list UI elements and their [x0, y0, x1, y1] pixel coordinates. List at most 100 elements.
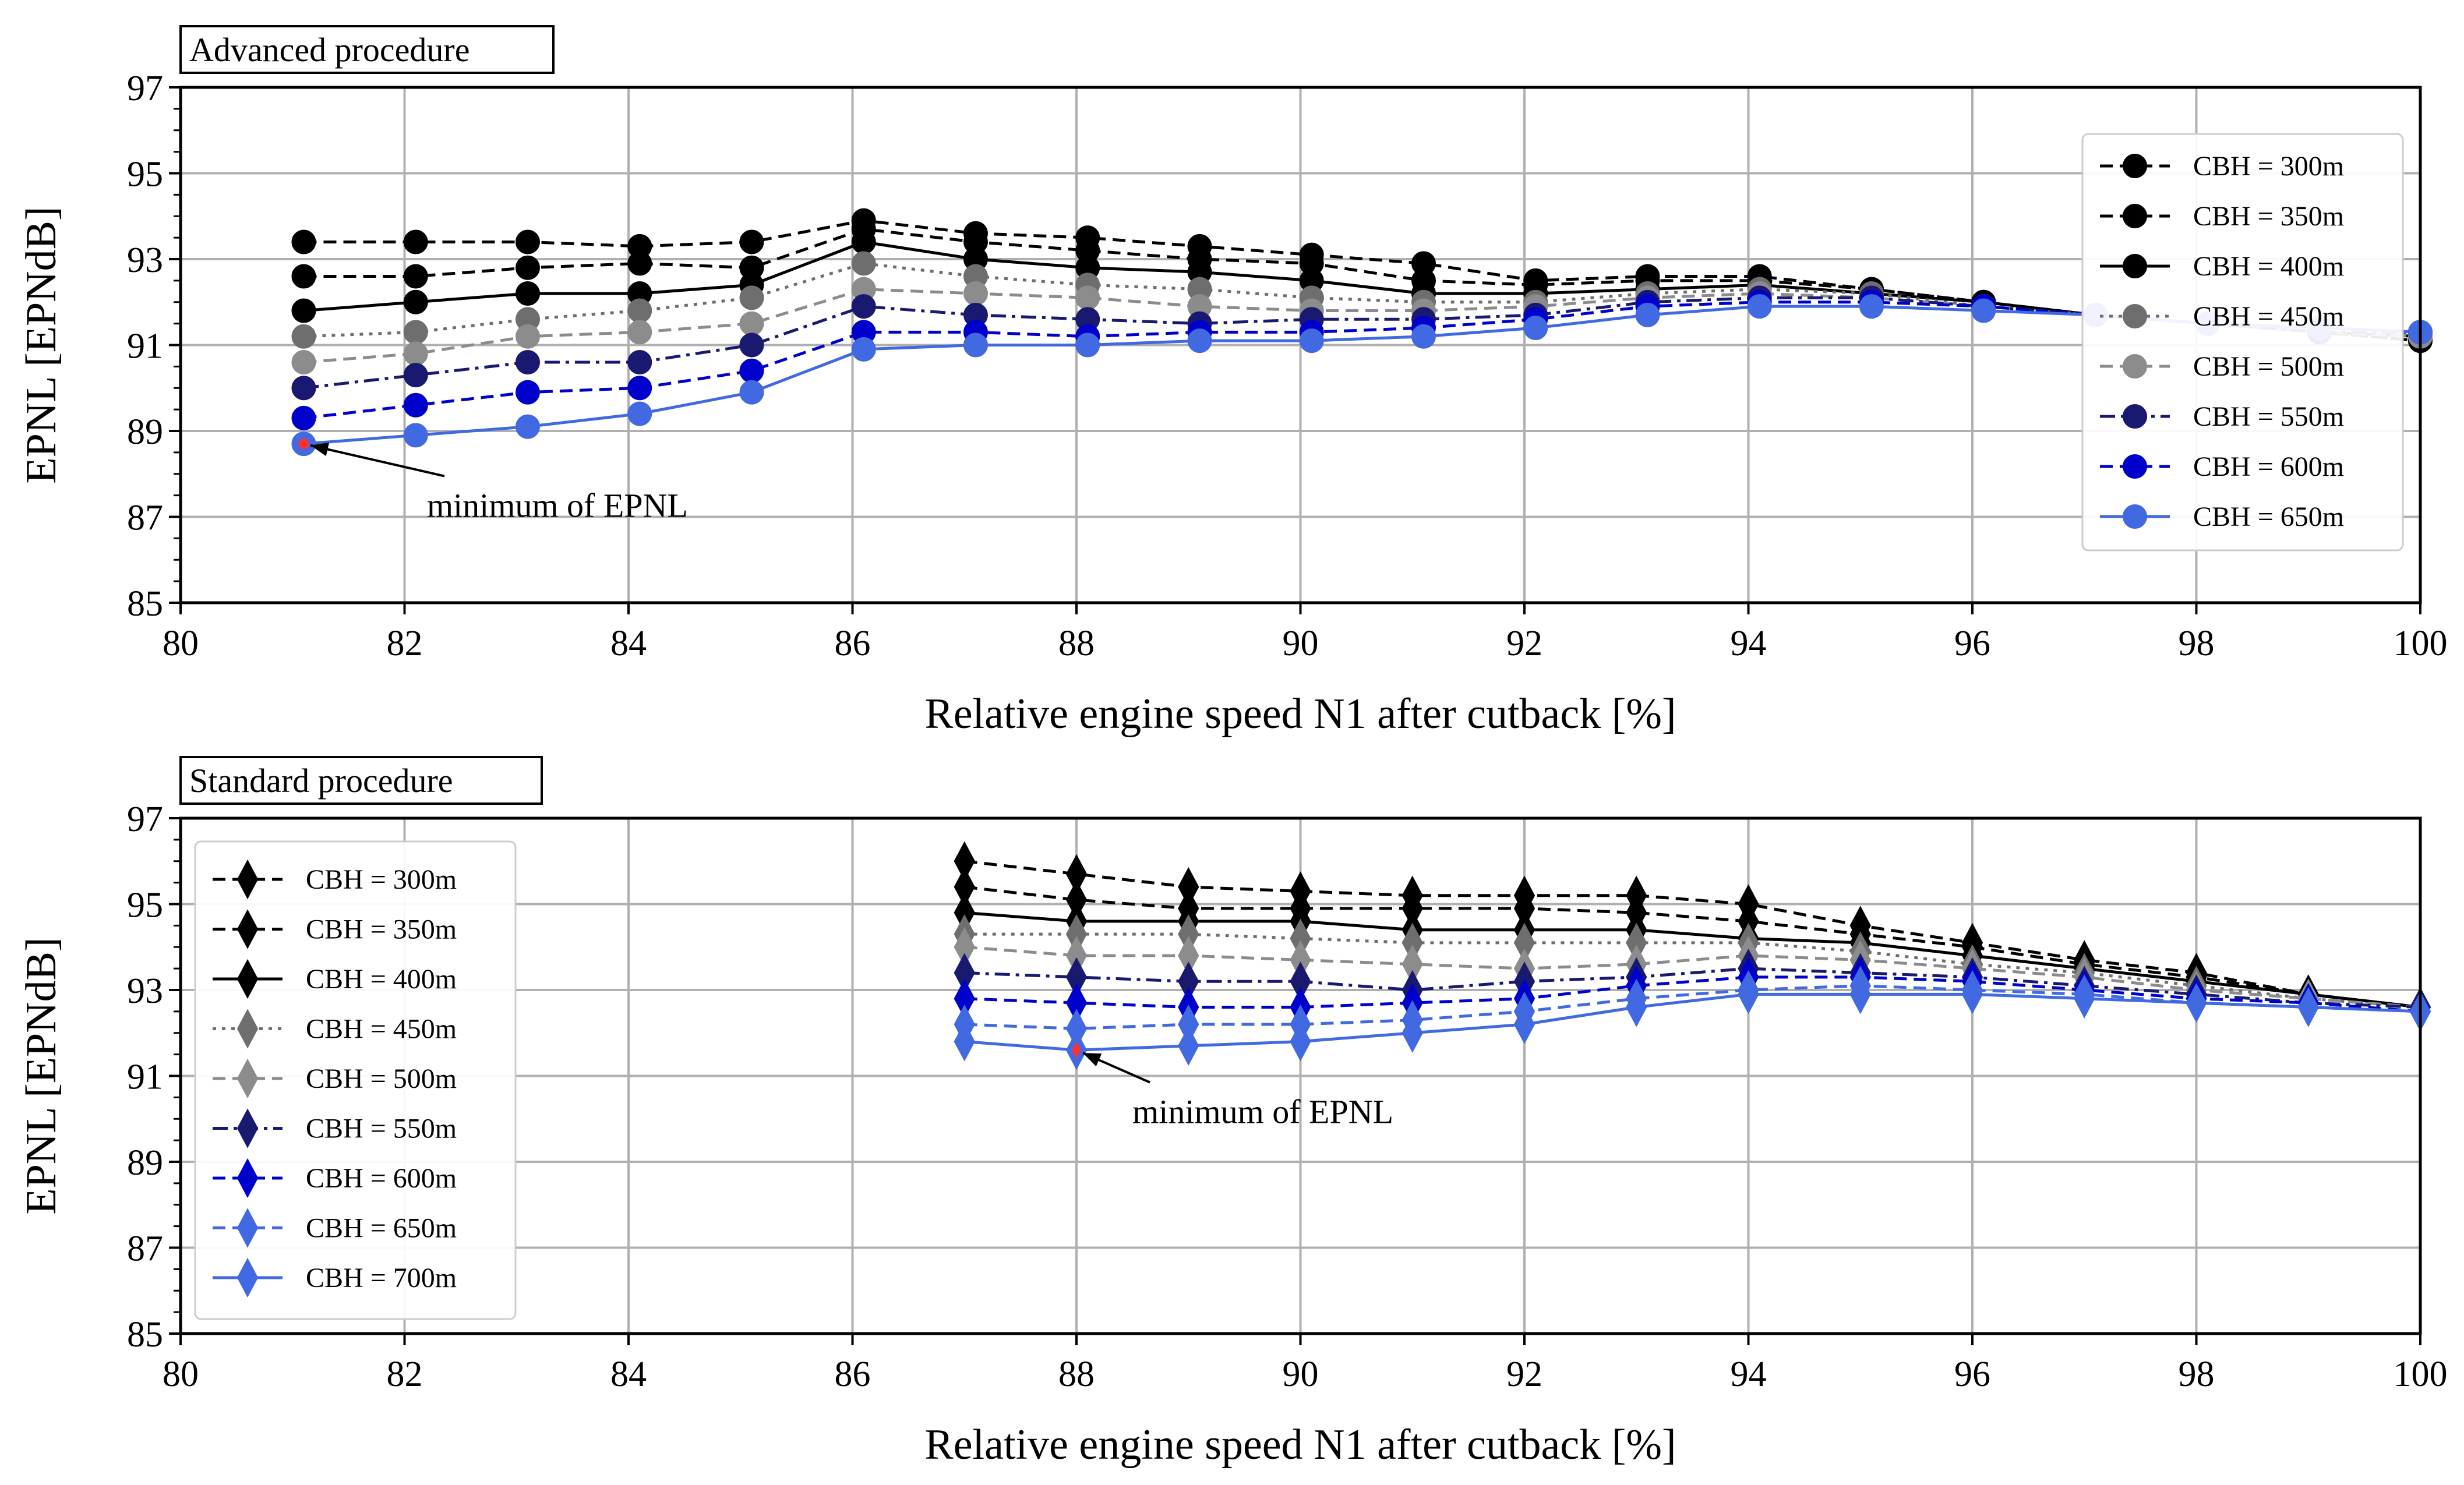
- y-tick-label: 93: [127, 971, 163, 1011]
- legend-label: CBH = 650m: [306, 1213, 457, 1244]
- data-point: [851, 251, 876, 276]
- y-axis-label: EPNL [EPNdB]: [17, 937, 65, 1214]
- minimum-point-highlight: [298, 439, 309, 450]
- data-point: [1075, 285, 1100, 310]
- legend-label: CBH = 300m: [306, 864, 457, 895]
- legend: CBH = 300m CBH = 350m CBH = 400m CBH = 450m…: [2081, 133, 2404, 551]
- legend-label: CBH = 450m: [2193, 301, 2344, 332]
- data-point: [291, 350, 316, 374]
- x-tick-label: 86: [835, 1355, 871, 1394]
- legend-box: [2081, 133, 2404, 551]
- data-point: [627, 298, 652, 323]
- y-tick-label: 97: [127, 69, 163, 108]
- data-point: [403, 320, 428, 345]
- data-point: [739, 380, 764, 405]
- data-point: [403, 363, 428, 388]
- y-tick-label: 97: [127, 800, 163, 839]
- legend-swatch-marker: [236, 1257, 259, 1298]
- data-point: [1299, 328, 1324, 353]
- data-point: [627, 376, 652, 401]
- y-tick-label: 89: [127, 1143, 163, 1183]
- legend-swatch-marker: [2123, 354, 2147, 379]
- standard-procedure-panel: Standard procedure 80 82 84 86 88 90 92 94 96 98 1…: [17, 756, 2448, 1469]
- series-line-cbh-400: [964, 911, 2421, 1009]
- y-tick-label: 85: [127, 584, 163, 624]
- data-point: [291, 298, 316, 323]
- series-line-cbh-300: [964, 860, 2421, 1009]
- series-group: [954, 841, 2431, 1070]
- series-line-cbh-550: [964, 967, 2421, 1009]
- x-tick-label: 90: [1283, 1355, 1319, 1394]
- legend-label: CBH = 550m: [2193, 401, 2344, 432]
- legend-swatch-marker: [236, 1208, 259, 1248]
- data-point: [1859, 294, 1884, 319]
- data-point: [1075, 333, 1100, 358]
- legend-label: CBH = 500m: [306, 1063, 457, 1094]
- legend-swatch-marker: [236, 859, 259, 900]
- legend-swatch-marker: [236, 1158, 259, 1198]
- legend: CBH = 300m CBH = 350m CBH = 400m CBH = 450m…: [194, 840, 517, 1320]
- x-tick-label: 84: [610, 1355, 647, 1394]
- plot-frame: [179, 816, 2422, 1335]
- data-point: [1523, 316, 1548, 340]
- data-point: [515, 350, 540, 374]
- series-line-cbh-450: [964, 932, 2421, 1009]
- panel-title: Standard procedure: [189, 762, 453, 800]
- data-point: [2074, 978, 2095, 1019]
- legend-label: CBH = 400m: [306, 964, 457, 995]
- data-point: [739, 358, 764, 383]
- advanced-procedure-panel: Advanced procedure 80 82 84 86 88 90 92 94 96 98 1…: [17, 25, 2448, 738]
- legend-label: CBH = 400m: [2193, 251, 2344, 282]
- data-point: [627, 320, 652, 345]
- legend-label: CBH = 550m: [306, 1113, 457, 1144]
- x-tick-label: 82: [387, 624, 423, 663]
- x-tick-label: 98: [2179, 1355, 2215, 1394]
- x-tick-label: 92: [1506, 624, 1542, 663]
- series-line-cbh-700: [964, 992, 2421, 1052]
- x-tick-label: 96: [1954, 1355, 1990, 1394]
- series-line-cbh-350: [964, 885, 2421, 1009]
- annotation-label: minimum of EPNL: [427, 487, 688, 525]
- x-tick-label: 82: [387, 1355, 423, 1394]
- annotation-arrow-head: [310, 442, 330, 457]
- data-point: [739, 333, 764, 358]
- data-point: [851, 294, 876, 319]
- data-point: [1513, 1004, 1535, 1045]
- data-point: [515, 380, 540, 405]
- data-point: [1626, 987, 1647, 1027]
- x-tick-label: 80: [163, 1355, 199, 1394]
- x-tick-label: 90: [1283, 624, 1319, 663]
- annotation-arrow-head: [1082, 1053, 1102, 1067]
- legend-box: [194, 840, 517, 1320]
- y-axis-label: EPNL [EPNdB]: [17, 206, 65, 483]
- data-point: [1402, 1013, 1423, 1053]
- data-point: [515, 414, 540, 439]
- legend-label: CBH = 600m: [306, 1163, 457, 1194]
- legend-label: CBH = 500m: [2193, 351, 2344, 382]
- x-axis-label: Relative engine speed N1 after cutback […: [924, 1421, 1676, 1469]
- legend-swatch-marker: [236, 1009, 259, 1049]
- x-tick-label: 88: [1058, 624, 1095, 663]
- panel-title: Advanced procedure: [189, 31, 469, 69]
- data-point: [1747, 294, 1772, 319]
- data-point: [1178, 1026, 1199, 1066]
- legend-swatch-marker: [2123, 204, 2147, 228]
- data-point: [515, 324, 540, 349]
- legend-label: CBH = 350m: [2193, 201, 2344, 232]
- data-point: [2297, 987, 2319, 1027]
- data-point: [403, 423, 428, 448]
- y-tick-label: 91: [127, 327, 163, 366]
- data-point: [515, 255, 540, 280]
- y-tick-label: 95: [127, 886, 163, 925]
- annotation-label: minimum of EPNL: [1132, 1093, 1393, 1131]
- legend-swatch-marker: [236, 1108, 259, 1148]
- data-point: [963, 333, 988, 358]
- data-point: [291, 229, 316, 254]
- legend-swatch-marker: [2123, 254, 2147, 278]
- y-tick-label: 91: [127, 1058, 163, 1097]
- data-point: [851, 337, 876, 362]
- legend-swatch-marker: [2123, 304, 2147, 328]
- x-tick-label: 80: [163, 624, 199, 663]
- annotation-arrow-shaft: [310, 444, 445, 478]
- data-point: [515, 229, 540, 254]
